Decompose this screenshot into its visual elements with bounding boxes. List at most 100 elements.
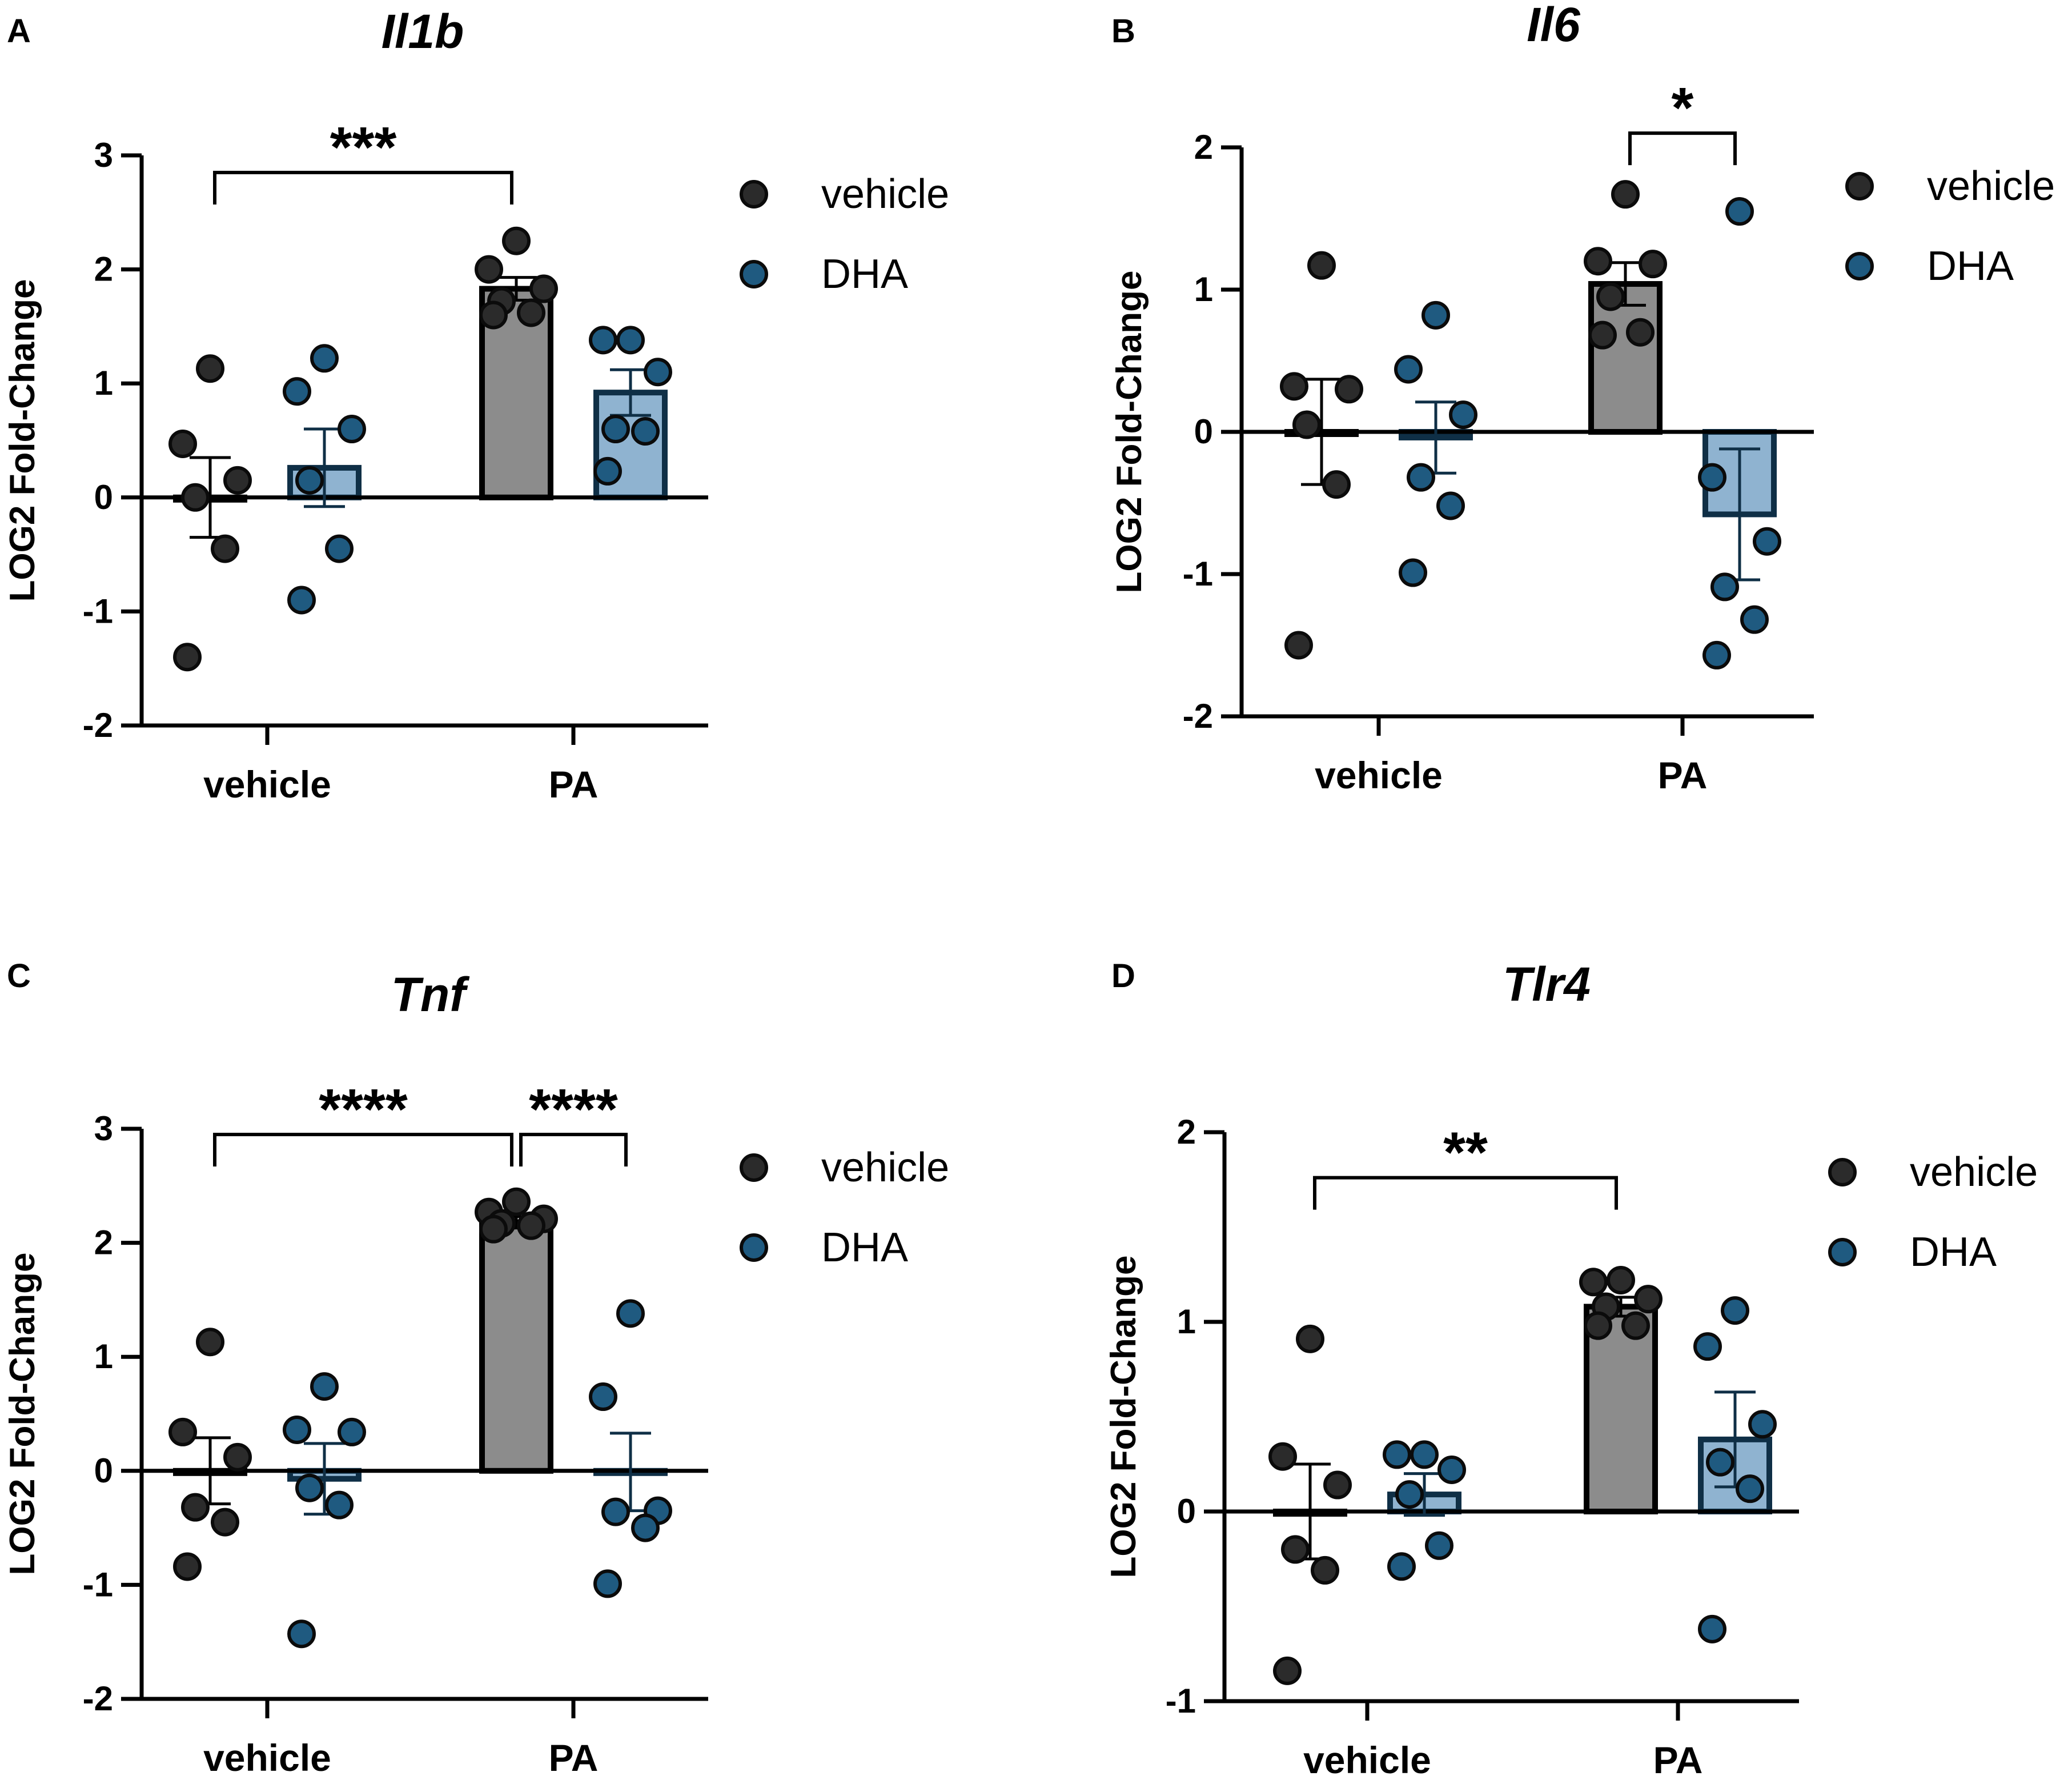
data-point-dha-vehicle: [310, 1372, 339, 1401]
y-tick-label: 1: [1177, 1302, 1196, 1341]
data-point-dha-pa: [593, 1569, 622, 1598]
y-axis-label: LOG2 Fold-Change: [1104, 1256, 1143, 1578]
legend-item-vehicle: vehicle: [740, 1145, 949, 1190]
legend-item-vehicle: vehicle: [740, 171, 949, 217]
data-point-vehicle-pa: [1639, 250, 1667, 279]
data-point-dha-vehicle: [338, 1417, 366, 1446]
panel-label: C: [7, 957, 31, 995]
data-point-dha-vehicle: [295, 1473, 324, 1502]
data-point-dha-pa: [1740, 605, 1769, 634]
panel-label: D: [1111, 957, 1135, 995]
data-point-vehicle-vehicle: [1292, 410, 1321, 439]
y-tick-label: -2: [1183, 697, 1213, 735]
legend-marker: [740, 1233, 768, 1262]
data-point-dha-vehicle: [338, 415, 366, 444]
x-tick-label-vehicle: vehicle: [1303, 1739, 1431, 1780]
data-point-vehicle-vehicle: [1268, 1442, 1297, 1471]
data-point-dha-vehicle: [310, 344, 339, 373]
legend-item-dha: DHA: [740, 251, 908, 297]
data-point-vehicle-pa: [1611, 180, 1640, 209]
y-tick-label: 1: [94, 364, 113, 402]
data-point-dha-pa: [1721, 1296, 1749, 1325]
y-tick-label: -1: [83, 1565, 113, 1603]
data-point-vehicle-vehicle: [1335, 375, 1363, 404]
data-point-dha-pa: [616, 1299, 645, 1328]
data-point-dha-pa: [589, 1382, 617, 1412]
panel-b: B Il6 -2 -1 0 1 2 LOG2 Fold-Change vehicle PA * veh…: [1110, 0, 2055, 796]
y-tick-label: -1: [1183, 555, 1213, 593]
legend-item-dha: DHA: [1828, 1229, 1997, 1275]
significance-label: *: [1672, 76, 1694, 140]
x-tick-label-vehicle: vehicle: [203, 1737, 331, 1779]
data-point-vehicle-pa: [502, 1187, 531, 1216]
y-tick-label: 2: [1177, 1113, 1196, 1151]
data-point-vehicle-vehicle: [211, 534, 239, 563]
data-point-vehicle-pa: [517, 298, 545, 327]
data-point-vehicle-vehicle: [168, 429, 197, 458]
data-point-dha-pa: [1710, 572, 1739, 602]
data-point-vehicle-vehicle: [1281, 1535, 1310, 1564]
legend-label: vehicle: [1910, 1149, 2038, 1195]
y-tick-label: 0: [94, 1452, 113, 1490]
data-point-vehicle-pa: [1596, 282, 1625, 311]
data-point-dha-pa: [644, 358, 672, 387]
data-point-vehicle-vehicle: [168, 1417, 197, 1446]
data-point-dha-vehicle: [1437, 1455, 1466, 1484]
legend-marker: [1845, 172, 1874, 201]
data-point-vehicle-vehicle: [1273, 1656, 1302, 1685]
panel-label: B: [1111, 13, 1135, 50]
data-point-dha-pa: [616, 326, 645, 355]
data-point-vehicle-pa: [1626, 318, 1655, 347]
data-point-dha-pa: [1706, 1448, 1734, 1477]
data-point-vehicle-vehicle: [1311, 1556, 1339, 1585]
legend-marker: [740, 1153, 768, 1182]
legend-marker: [740, 180, 768, 209]
x-tick-label-pa: PA: [1653, 1739, 1703, 1780]
data-point-vehicle-pa: [1588, 320, 1617, 350]
legend-marker: [1828, 1238, 1857, 1266]
panel-d: D Tlr4 -1 0 1 2 LOG2 Fold-Change vehicle PA ** veh…: [1104, 957, 2038, 1780]
legend-label: DHA: [1910, 1229, 1997, 1275]
data-point-vehicle-vehicle: [1284, 631, 1313, 660]
data-point-dha-vehicle: [1410, 1440, 1439, 1469]
y-axis-label: LOG2 Fold-Change: [1110, 271, 1149, 594]
data-point-vehicle-vehicle: [211, 1508, 239, 1537]
y-tick-label: 2: [94, 250, 113, 288]
data-point-vehicle-pa: [1579, 1268, 1608, 1297]
data-point-dha-vehicle: [283, 1415, 311, 1444]
data-point-dha-vehicle: [1387, 1552, 1416, 1581]
data-point-dha-pa: [601, 1497, 630, 1526]
data-point-dha-pa: [1702, 640, 1731, 669]
legend-marker: [740, 260, 768, 288]
significance-bracket: *: [1628, 76, 1737, 166]
y-tick-label: -1: [1166, 1682, 1196, 1720]
significance-label: ****: [319, 1077, 408, 1141]
data-point-dha-vehicle: [1399, 558, 1427, 587]
significance-label: **: [1443, 1121, 1488, 1185]
data-point-vehicle-pa: [1634, 1285, 1663, 1314]
data-point-dha-vehicle: [1422, 300, 1450, 330]
panel-label: A: [7, 13, 31, 50]
data-point-dha-vehicle: [1425, 1531, 1453, 1560]
data-point-vehicle-vehicle: [1280, 372, 1308, 401]
data-point-dha-pa: [1693, 1332, 1722, 1361]
data-point-vehicle-vehicle: [223, 1442, 252, 1472]
significance-bracket: ****: [213, 1077, 513, 1166]
chart-title: Tnf: [391, 968, 470, 1021]
data-point-dha-vehicle: [1395, 1480, 1424, 1509]
data-point-dha-pa: [601, 415, 630, 444]
data-point-dha-vehicle: [1407, 463, 1435, 492]
data-point-vehicle-vehicle: [181, 1493, 210, 1522]
data-point-vehicle-vehicle: [223, 466, 252, 495]
y-tick-label: -1: [83, 592, 113, 630]
legend-marker: [1845, 252, 1874, 280]
data-point-vehicle-pa: [1584, 247, 1612, 276]
x-tick-label-pa: PA: [1658, 754, 1708, 796]
y-tick-label: 3: [94, 1109, 113, 1148]
legend-item-vehicle: vehicle: [1828, 1149, 2038, 1195]
data-point-vehicle-vehicle: [1307, 251, 1336, 280]
data-point-vehicle-pa: [502, 226, 531, 255]
data-point-dha-pa: [1748, 1410, 1777, 1439]
legend-label: vehicle: [821, 171, 949, 217]
legend-marker: [1828, 1158, 1857, 1186]
